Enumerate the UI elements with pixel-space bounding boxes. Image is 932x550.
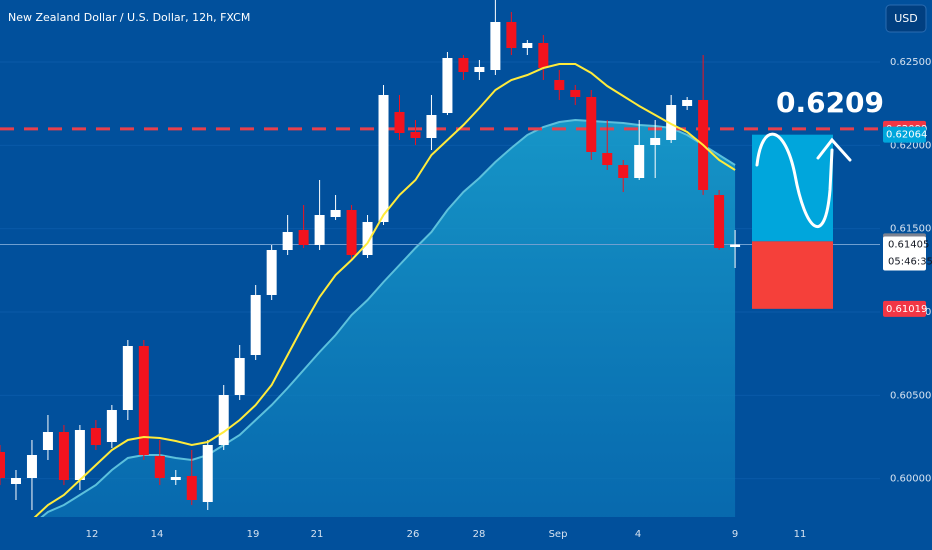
y-tick-label: 0.61500 bbox=[890, 224, 931, 235]
candle-body bbox=[138, 346, 149, 455]
candle-body bbox=[26, 455, 37, 478]
x-tick-label: 9 bbox=[732, 529, 738, 540]
candle-body bbox=[42, 432, 53, 450]
annotation: 0.6209 bbox=[776, 86, 884, 119]
candle-body bbox=[330, 210, 341, 217]
x-tick-label: 14 bbox=[151, 529, 164, 540]
candle-body bbox=[586, 97, 597, 152]
currency-button[interactable] bbox=[885, 4, 927, 33]
candle-body bbox=[570, 90, 581, 97]
profit-zone bbox=[752, 134, 833, 242]
x-tick-label: 26 bbox=[407, 529, 420, 540]
candle-body bbox=[154, 456, 165, 478]
current-price-label: 0.61405 bbox=[888, 240, 929, 251]
forecast-curve bbox=[755, 132, 852, 228]
candle-body bbox=[266, 250, 277, 295]
candle-body bbox=[74, 430, 85, 480]
candle-body bbox=[58, 432, 69, 480]
price-label: 0.62064 bbox=[886, 130, 927, 141]
candle-body bbox=[666, 105, 677, 140]
candle-body bbox=[490, 22, 501, 70]
candle-body bbox=[314, 215, 325, 245]
candle-body bbox=[362, 222, 373, 255]
x-tick-label: 28 bbox=[473, 529, 486, 540]
candle-body bbox=[522, 43, 533, 48]
y-tick-label: 0.62000 bbox=[890, 140, 931, 151]
candle-body bbox=[346, 210, 357, 255]
candle-body bbox=[682, 100, 693, 106]
candle-body bbox=[410, 132, 421, 138]
candle-body bbox=[186, 476, 197, 500]
candle-body bbox=[250, 295, 261, 355]
price-label-box bbox=[883, 300, 926, 317]
candle-body bbox=[202, 445, 213, 502]
price-label-box bbox=[883, 126, 926, 143]
ma-area bbox=[31, 120, 736, 517]
y-tick-label: 0.62500 bbox=[890, 57, 931, 68]
stop-zone bbox=[752, 241, 833, 309]
candle-body bbox=[634, 145, 645, 178]
candle-body bbox=[378, 95, 389, 222]
candle-body bbox=[506, 22, 517, 48]
ma-line bbox=[33, 63, 736, 517]
candle-body bbox=[10, 478, 21, 484]
candle-body bbox=[458, 58, 469, 72]
plot-area bbox=[0, 0, 880, 517]
candle-body bbox=[650, 138, 661, 145]
chart-title: New Zealand Dollar / U.S. Dollar, 12h, F… bbox=[8, 11, 250, 24]
candle-body bbox=[298, 230, 309, 245]
candle-body bbox=[714, 195, 725, 248]
current-price-box bbox=[883, 236, 926, 271]
candle-body bbox=[474, 67, 485, 72]
candle-body bbox=[218, 395, 229, 445]
candle-body bbox=[106, 410, 117, 442]
candle-body bbox=[234, 358, 245, 395]
x-tick-label: 12 bbox=[86, 529, 99, 540]
candle-body bbox=[442, 58, 453, 113]
candle-body bbox=[538, 43, 549, 68]
candle-body bbox=[282, 232, 293, 250]
x-tick-label: 11 bbox=[794, 529, 807, 540]
candle-body bbox=[170, 477, 181, 480]
x-tick-label: Sep bbox=[549, 529, 568, 540]
candle-body bbox=[426, 115, 437, 138]
candle-body bbox=[0, 452, 5, 478]
y-tick-label: 0.60500 bbox=[890, 390, 931, 401]
x-tick-label: 4 bbox=[635, 529, 641, 540]
ma-area-line bbox=[40, 118, 736, 517]
candle-body bbox=[730, 244, 741, 247]
x-tick-label: 19 bbox=[247, 529, 260, 540]
y-tick-label: 0.60000 bbox=[890, 474, 931, 485]
candle-body bbox=[618, 165, 629, 178]
candle-body bbox=[394, 112, 405, 133]
candle-body bbox=[602, 153, 613, 165]
countdown-label: 05:46:35 bbox=[888, 257, 932, 268]
candle-body bbox=[122, 346, 133, 410]
x-tick-label: 21 bbox=[311, 529, 324, 540]
currency-label: USD bbox=[894, 12, 918, 25]
price-axis: 0.625000.620000.615000.610000.605000.600… bbox=[883, 57, 932, 485]
price-label: 0.61019 bbox=[886, 304, 927, 315]
candle-body bbox=[90, 428, 101, 445]
candle-body bbox=[554, 80, 565, 90]
